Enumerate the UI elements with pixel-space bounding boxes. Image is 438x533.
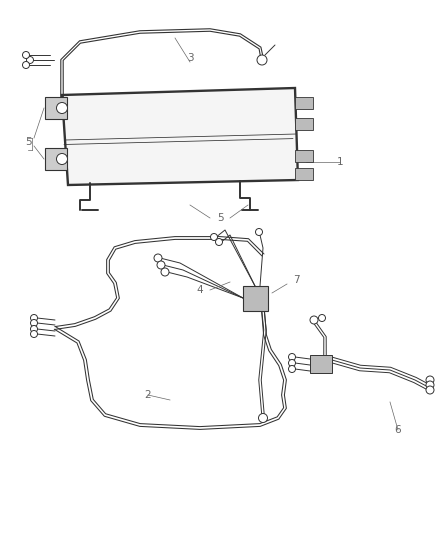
Circle shape	[289, 353, 296, 360]
Circle shape	[161, 268, 169, 276]
Bar	[295, 118, 313, 130]
Bar	[243, 286, 268, 311]
Circle shape	[27, 56, 33, 63]
Circle shape	[31, 319, 38, 327]
Text: 5: 5	[217, 213, 223, 223]
Polygon shape	[62, 88, 298, 185]
Circle shape	[310, 316, 318, 324]
Circle shape	[154, 254, 162, 262]
Circle shape	[426, 381, 434, 389]
Text: 1: 1	[337, 157, 343, 167]
Bar	[295, 97, 313, 109]
Circle shape	[426, 386, 434, 394]
Circle shape	[289, 359, 296, 367]
Circle shape	[57, 102, 67, 114]
Circle shape	[31, 330, 38, 337]
Bar	[295, 168, 313, 180]
Circle shape	[289, 366, 296, 373]
Circle shape	[22, 61, 29, 69]
Text: 3: 3	[187, 53, 193, 63]
Circle shape	[215, 238, 223, 246]
Circle shape	[255, 229, 262, 236]
Circle shape	[57, 154, 67, 165]
Bar	[310, 355, 332, 373]
Text: 4: 4	[197, 285, 203, 295]
Circle shape	[157, 261, 165, 269]
Circle shape	[318, 314, 325, 321]
Text: 2: 2	[145, 390, 151, 400]
Text: 6: 6	[395, 425, 401, 435]
Text: 5: 5	[25, 137, 31, 147]
Circle shape	[31, 326, 38, 333]
Circle shape	[426, 376, 434, 384]
Circle shape	[31, 314, 38, 321]
Circle shape	[257, 55, 267, 65]
Circle shape	[211, 233, 218, 240]
Circle shape	[258, 414, 268, 423]
Bar	[45, 148, 67, 170]
Bar	[45, 97, 67, 119]
Bar	[295, 150, 313, 162]
Text: 7: 7	[293, 275, 299, 285]
Circle shape	[22, 52, 29, 59]
